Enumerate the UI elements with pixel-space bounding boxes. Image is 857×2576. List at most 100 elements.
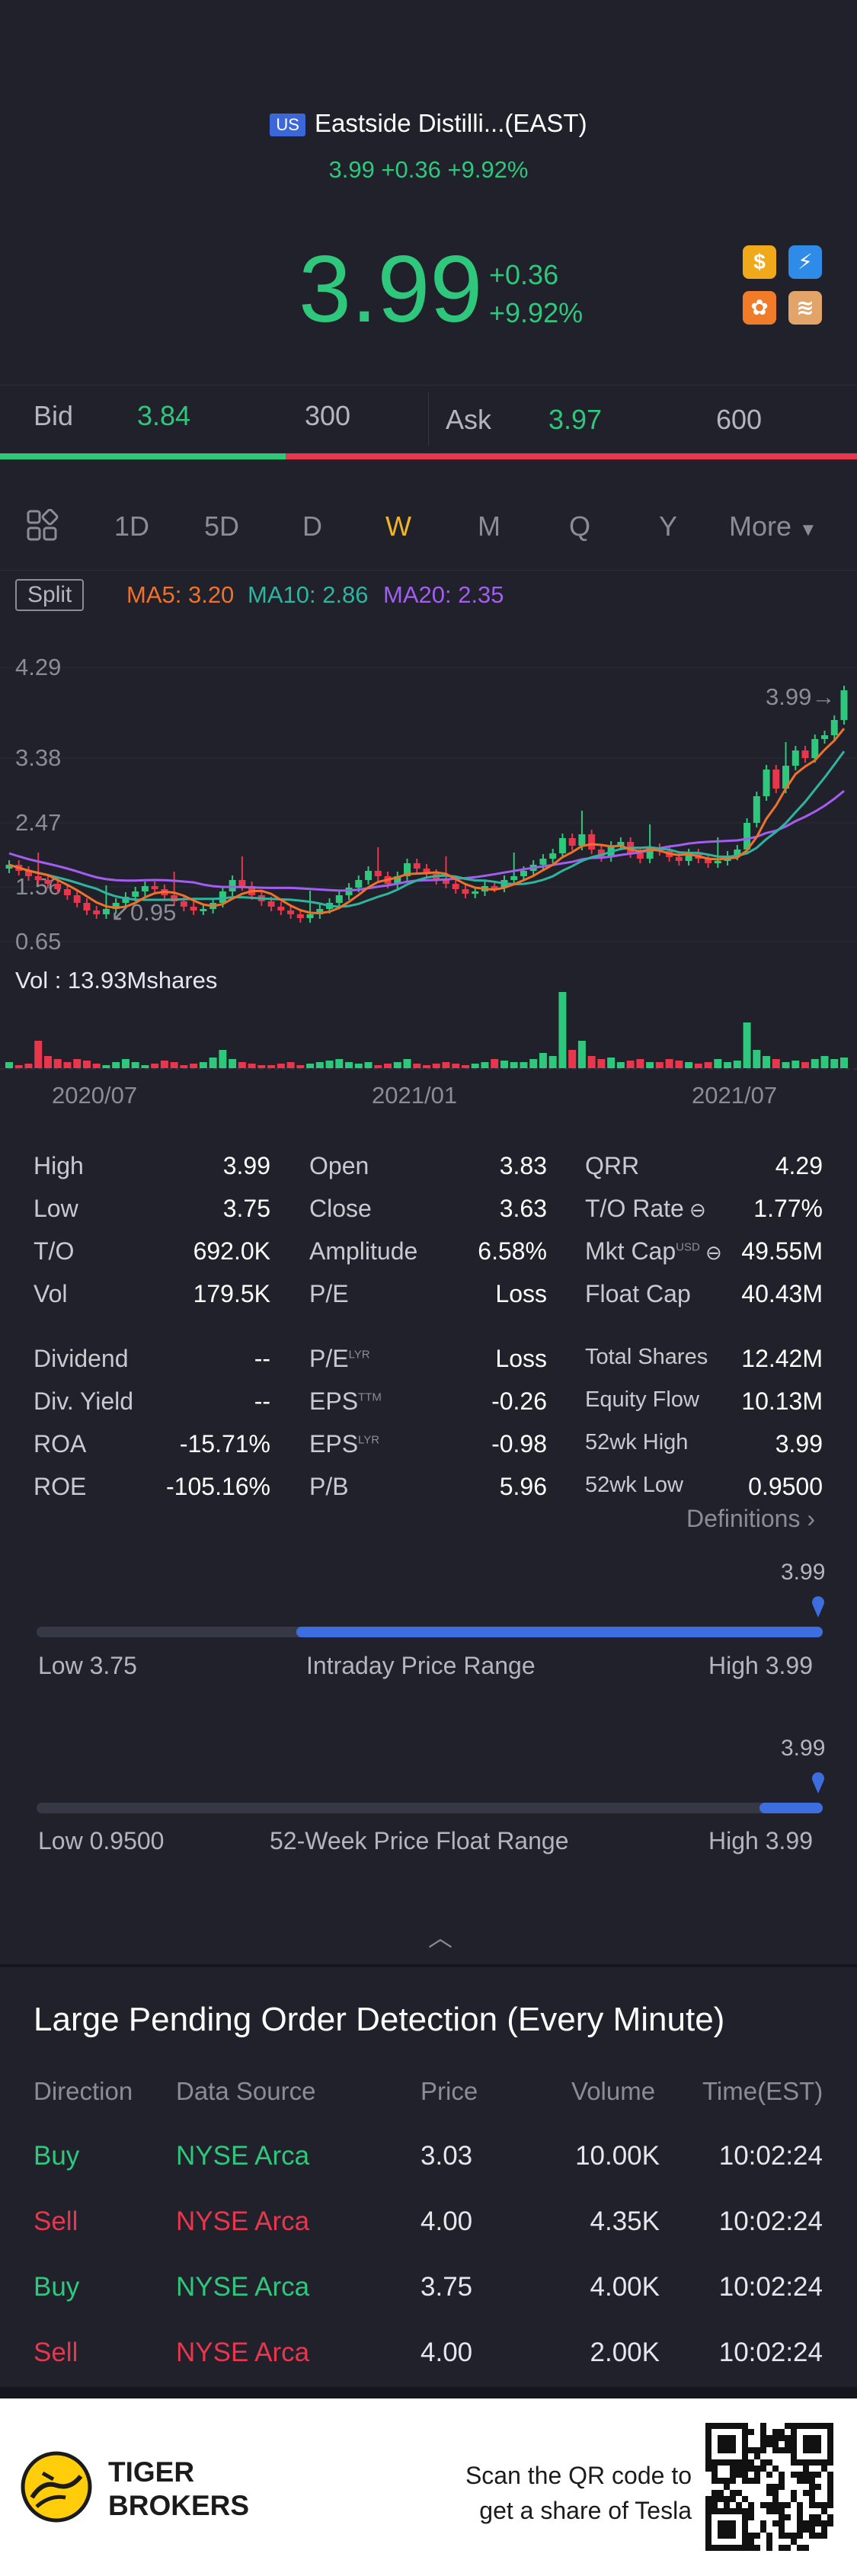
flower-icon[interactable]: ✿ <box>743 291 776 325</box>
qr-module <box>815 2514 821 2520</box>
stock-title-row[interactable]: US Eastside Distilli...(EAST) <box>0 109 857 138</box>
intraday-current: 3.99 <box>781 1560 826 1585</box>
qr-code-image[interactable] <box>705 2423 833 2551</box>
qr-module <box>821 2502 827 2508</box>
dollar-icon[interactable]: $ <box>743 245 776 279</box>
volume-bar <box>257 1065 266 1068</box>
qr-module <box>772 2441 779 2447</box>
tab-5d[interactable]: 5D <box>204 510 240 542</box>
grid-icon[interactable] <box>26 508 59 542</box>
qr-module <box>797 2545 803 2551</box>
volume-bar <box>685 1062 693 1068</box>
qr-module <box>736 2502 742 2508</box>
split-button[interactable]: Split <box>15 579 85 611</box>
stat-label: Low <box>34 1195 78 1222</box>
qr-module <box>779 2478 785 2484</box>
tab-y[interactable]: Y <box>659 510 678 542</box>
qr-module <box>748 2466 754 2472</box>
qr-module <box>754 2472 760 2478</box>
qr-module <box>748 2545 754 2551</box>
qr-module <box>803 2466 809 2472</box>
volume-bar <box>151 1064 159 1068</box>
qr-module <box>760 2423 766 2429</box>
qr-module <box>748 2429 754 2435</box>
week52-low: Low 0.9500 <box>38 1827 165 1854</box>
stat-label: Float Cap <box>585 1280 691 1307</box>
candle-body <box>229 880 236 891</box>
tab-1d[interactable]: 1D <box>114 510 150 542</box>
quote-header: US Eastside Distilli...(EAST) 3.99 +0.36 … <box>0 0 857 385</box>
qr-module <box>766 2508 772 2514</box>
qr-module <box>712 2496 718 2502</box>
candle-body <box>782 766 790 789</box>
volume-bar <box>500 1061 508 1068</box>
stat-label: Div. Yield <box>34 1387 134 1415</box>
qr-module <box>766 2502 772 2508</box>
stat-label: 52wk Low <box>585 1473 683 1497</box>
candle-body <box>763 770 770 796</box>
volume-bar <box>529 1059 538 1068</box>
order-direction: Buy <box>34 2141 80 2171</box>
candle-body <box>685 853 692 861</box>
qr-module <box>821 2533 827 2539</box>
ma5-line <box>8 728 846 915</box>
candle-body <box>705 859 712 863</box>
stat-value: 10.13M <box>741 1387 823 1415</box>
header-time: Time(EST) <box>702 2077 823 2105</box>
qr-module <box>809 2533 815 2539</box>
info-icon[interactable]: ⊖ <box>699 1241 722 1264</box>
caret-down-icon: ▼ <box>799 520 817 540</box>
volume-bar <box>510 1062 518 1068</box>
ma20-line <box>8 789 845 892</box>
tab-q[interactable]: Q <box>569 510 591 542</box>
stat-label-superscript: LYR <box>348 1348 370 1362</box>
tab-w[interactable]: W <box>385 510 411 542</box>
stat-value: 40.43M <box>741 1280 823 1307</box>
volume-bar <box>772 1059 780 1068</box>
qr-module <box>803 2435 821 2453</box>
volume-bar <box>568 1050 577 1068</box>
qr-module <box>742 2478 748 2484</box>
collapse-chevron-icon[interactable]: ︿ <box>428 1924 453 1951</box>
candle-body <box>267 901 275 907</box>
brand-line1: TIGER <box>108 2456 195 2488</box>
qr-module <box>730 2490 736 2496</box>
candle-body <box>549 853 557 859</box>
x-tick-label: 2020/07 <box>52 1082 137 1109</box>
volume-bar <box>229 1059 237 1068</box>
lightning-icon[interactable]: ⚡ <box>788 245 822 279</box>
qr-module <box>712 2466 718 2472</box>
qr-module <box>797 2526 803 2533</box>
qr-module <box>803 2545 809 2551</box>
order-source: NYSE Arca <box>176 2272 310 2302</box>
last-price: 3.99 <box>299 237 483 342</box>
bid-ask-divider <box>428 392 429 446</box>
candle-body <box>180 901 187 907</box>
candle-body <box>578 834 586 846</box>
price-change-pct: +9.92% <box>489 297 584 328</box>
volume-bar <box>112 1062 120 1068</box>
volume-bar <box>597 1059 606 1068</box>
order-time: 10:02:24 <box>718 2272 823 2302</box>
tab-more[interactable]: More ▼ <box>729 510 817 542</box>
ask-size: 600 <box>716 404 763 435</box>
qr-module <box>809 2478 815 2484</box>
definitions-link[interactable]: Definitions › <box>686 1505 815 1533</box>
qr-module <box>766 2484 772 2490</box>
info-icon[interactable]: ⊖ <box>683 1198 706 1221</box>
week52-label: 52-Week Price Float Range <box>270 1827 569 1854</box>
tab-m[interactable]: M <box>478 510 500 542</box>
order-price: 3.75 <box>421 2272 473 2302</box>
qr-module <box>772 2496 779 2502</box>
tab-d[interactable]: D <box>302 510 322 542</box>
brand-name: TIGER BROKERS <box>108 2456 249 2523</box>
stat-value: -- <box>254 1387 270 1415</box>
stat-value: 0.9500 <box>748 1473 823 1500</box>
volume-bar <box>219 1050 227 1068</box>
qr-module <box>736 2466 742 2472</box>
candle-body <box>646 848 654 859</box>
qr-module <box>772 2508 779 2514</box>
candle-body <box>558 838 566 853</box>
stack-icon[interactable]: ≋ <box>788 291 822 325</box>
